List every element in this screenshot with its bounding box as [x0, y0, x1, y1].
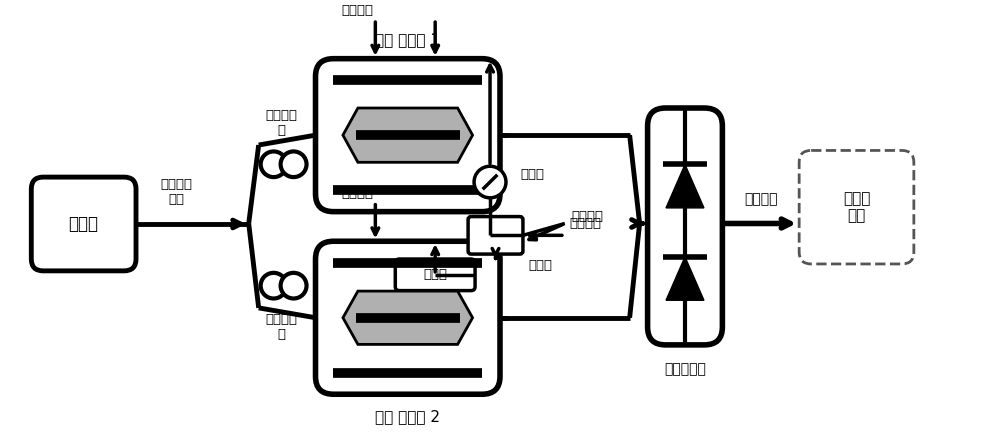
- Text: 衰减器: 衰减器: [520, 167, 544, 181]
- Polygon shape: [343, 291, 473, 344]
- FancyBboxPatch shape: [468, 217, 523, 254]
- Polygon shape: [666, 257, 704, 300]
- FancyBboxPatch shape: [316, 58, 500, 212]
- Circle shape: [474, 166, 506, 198]
- Circle shape: [261, 273, 287, 299]
- FancyBboxPatch shape: [31, 177, 136, 271]
- Text: 射频输入: 射频输入: [572, 210, 604, 223]
- Text: 直流偏置: 直流偏置: [341, 187, 373, 200]
- Circle shape: [261, 152, 287, 177]
- FancyBboxPatch shape: [316, 241, 500, 394]
- Circle shape: [281, 273, 307, 299]
- FancyBboxPatch shape: [799, 151, 914, 264]
- FancyBboxPatch shape: [395, 259, 475, 291]
- Text: 偏振控制
器: 偏振控制 器: [266, 109, 298, 136]
- Text: 射频输出: 射频输出: [744, 192, 778, 206]
- Text: 直流偏置: 直流偏置: [341, 4, 373, 17]
- FancyBboxPatch shape: [648, 108, 722, 345]
- Text: 电谱分
析仪: 电谱分 析仪: [843, 191, 870, 223]
- Polygon shape: [666, 164, 704, 208]
- Text: 可调光耦
合器: 可调光耦 合器: [160, 178, 192, 206]
- Text: 偏振控制
器: 偏振控制 器: [266, 313, 298, 341]
- Polygon shape: [343, 108, 473, 162]
- Text: 强度 调制器 1: 强度 调制器 1: [375, 32, 440, 47]
- Circle shape: [281, 152, 307, 177]
- Text: 射频输入: 射频输入: [570, 217, 602, 230]
- Text: 激光器: 激光器: [69, 215, 99, 233]
- Text: 移相器: 移相器: [423, 268, 447, 281]
- Text: 强度 调制器 2: 强度 调制器 2: [375, 409, 440, 424]
- Text: 耦合器: 耦合器: [528, 259, 552, 272]
- Text: 平衡探测器: 平衡探测器: [664, 363, 706, 377]
